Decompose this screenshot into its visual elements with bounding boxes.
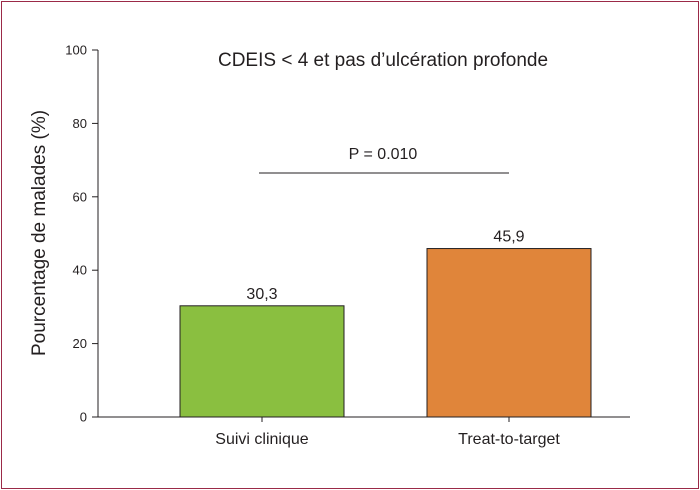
bar-1 bbox=[179, 305, 345, 418]
y-ticks: 0 20 40 60 80 100 bbox=[65, 43, 98, 425]
y-tick-label-0: 0 bbox=[80, 410, 87, 425]
bar-2 bbox=[426, 248, 592, 418]
bars: 30,3 Suivi clinique 45,9 Treat-to-target bbox=[179, 229, 592, 448]
bar-value-label-2: 45,9 bbox=[493, 229, 524, 246]
y-tick-label-80: 80 bbox=[73, 116, 87, 131]
chart-title: CDEIS < 4 et pas d’ulcération profonde bbox=[218, 50, 548, 71]
y-tick-label-60: 60 bbox=[73, 189, 87, 204]
category-label-1: Suivi clinique bbox=[215, 431, 308, 448]
significance-annotation: P = 0.010 bbox=[259, 146, 509, 174]
y-tick-label-20: 20 bbox=[73, 336, 87, 351]
category-label-2: Treat-to-target bbox=[458, 431, 560, 448]
p-value-label: P = 0.010 bbox=[349, 146, 418, 163]
y-tick-label-40: 40 bbox=[73, 263, 87, 278]
y-tick-label-100: 100 bbox=[65, 43, 87, 58]
bar-value-label-1: 30,3 bbox=[246, 286, 277, 303]
y-axis-label: Pourcentage de malades (%) bbox=[29, 110, 50, 356]
